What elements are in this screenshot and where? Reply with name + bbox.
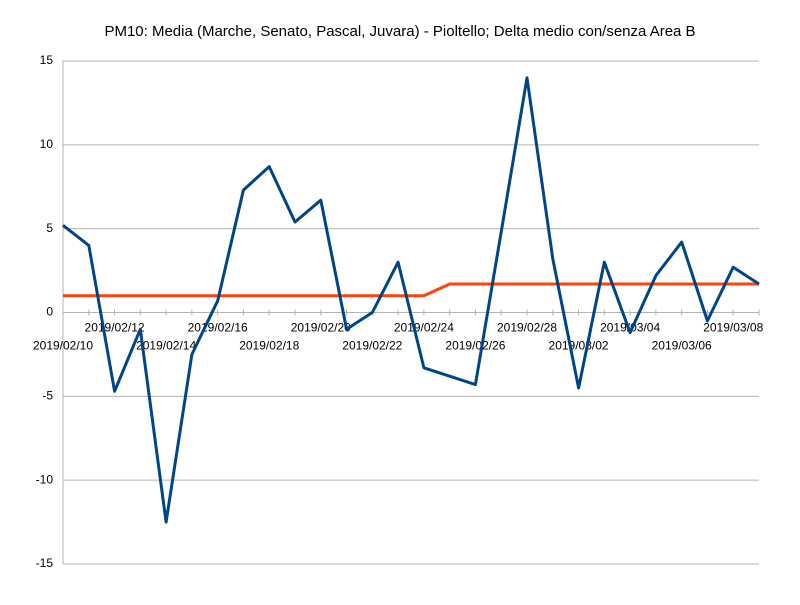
y-tick-label: -15 bbox=[36, 556, 54, 570]
x-tick-label: 2019/02/14 bbox=[136, 339, 196, 353]
y-tick-label: -10 bbox=[36, 472, 54, 486]
x-tick-label: 2019/02/20 bbox=[291, 321, 351, 335]
y-tick-label: -5 bbox=[42, 389, 53, 403]
x-tick-label: 2019/02/12 bbox=[85, 321, 145, 335]
chart-title: PM10: Media (Marche, Senato, Pascal, Juv… bbox=[104, 23, 695, 40]
x-tick-label: 2019/02/18 bbox=[239, 339, 299, 353]
y-tick-label: 10 bbox=[40, 137, 54, 151]
x-tick-label: 2019/02/24 bbox=[394, 321, 454, 335]
y-tick-label: 0 bbox=[46, 305, 53, 319]
x-tick-label: 2019/02/22 bbox=[342, 339, 402, 353]
x-tick-label: 2019/03/08 bbox=[703, 321, 763, 335]
x-tick-label: 2019/02/28 bbox=[497, 321, 557, 335]
x-tick-label: 2019/03/06 bbox=[652, 339, 712, 353]
x-tick-label: 2019/02/16 bbox=[188, 321, 248, 335]
series-line bbox=[62, 76, 760, 524]
x-tick-label: 2019/03/02 bbox=[549, 339, 609, 353]
x-tick-label: 2019/02/26 bbox=[445, 339, 505, 353]
x-tick-label: 2019/03/04 bbox=[600, 321, 660, 335]
y-tick-label: 15 bbox=[40, 53, 54, 67]
y-tick-label: 5 bbox=[46, 221, 53, 235]
x-tick-label: 2019/02/10 bbox=[33, 339, 93, 353]
series-line bbox=[63, 282, 759, 298]
